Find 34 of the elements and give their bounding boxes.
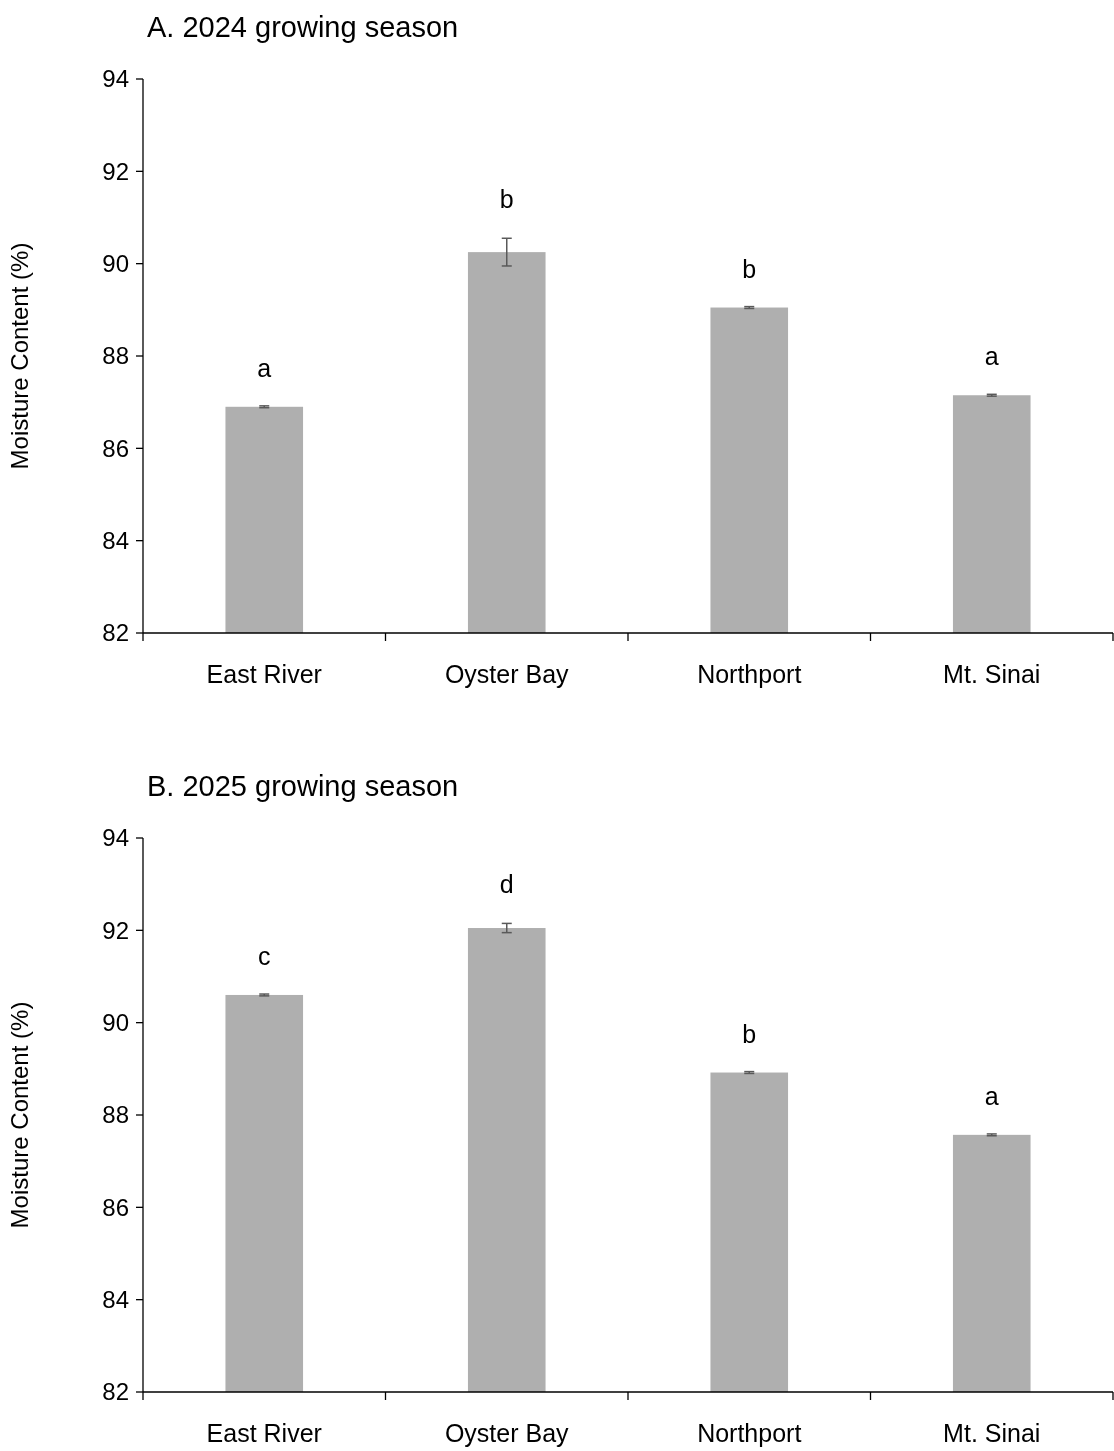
annotation: a — [984, 342, 999, 371]
chart-title: B. 2025 growing season — [147, 770, 459, 802]
y-tick-label: 82 — [102, 619, 129, 647]
x-tick-label: Northport — [697, 1419, 802, 1447]
x-tick-label: East River — [206, 660, 322, 688]
y-tick-label: 90 — [102, 1009, 129, 1037]
annotation: b — [499, 185, 514, 214]
y-axis-title: Moisture Content (%) — [6, 1001, 33, 1229]
x-tick-label: East River — [206, 1419, 322, 1447]
y-axis-title: Moisture Content (%) — [6, 242, 33, 470]
annotation: b — [742, 1019, 757, 1048]
x-tick-label: Oyster Bay — [444, 1419, 570, 1447]
annotation: b — [742, 254, 757, 283]
y-tick-label: 92 — [102, 916, 129, 944]
y-tick-label: 92 — [102, 157, 129, 185]
y-tick-label: 90 — [102, 250, 129, 278]
y-tick-label: 88 — [102, 1101, 129, 1129]
y-tick-label: 82 — [102, 1378, 129, 1406]
x-tick-label: Mt. Sinai — [943, 1419, 1041, 1447]
y-tick-label: 86 — [102, 434, 129, 462]
y-tick-label: 84 — [102, 527, 129, 555]
annotation: a — [257, 353, 272, 382]
x-tick-label: Northport — [697, 660, 802, 688]
y-tick-label: 94 — [102, 824, 129, 852]
annotation: d — [499, 870, 514, 899]
annotation: c — [258, 941, 271, 970]
y-tick-label: 94 — [102, 65, 129, 93]
chart-title: A. 2024 growing season — [147, 11, 459, 43]
y-tick-label: 88 — [102, 342, 129, 370]
x-tick-label: Oyster Bay — [444, 660, 570, 688]
annotation: a — [984, 1081, 999, 1110]
x-tick-label: Mt. Sinai — [943, 660, 1041, 688]
y-tick-label: 84 — [102, 1286, 129, 1314]
y-tick-label: 86 — [102, 1193, 129, 1221]
